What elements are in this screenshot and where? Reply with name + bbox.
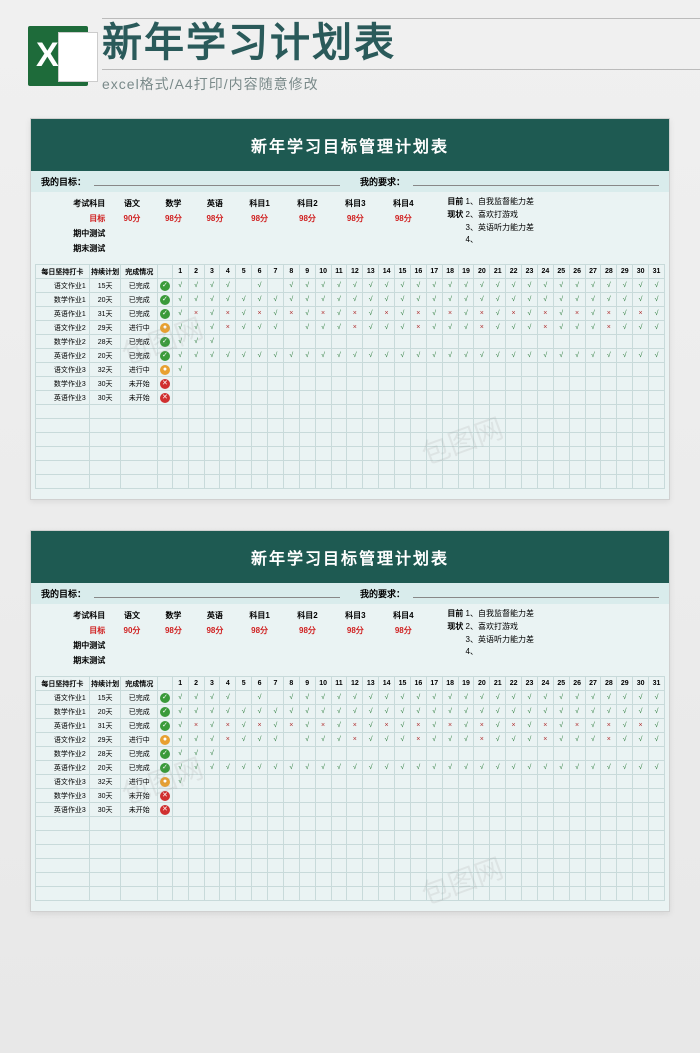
subjects-table: 考试科目语文数学英语科目1科目2科目3科目4目标90分98分98分98分98分9… [37,196,427,256]
excel-x-letter: X [36,36,59,75]
daily-block: 每日坚持打卡持续计划完成情况12345678910111213141516171… [31,672,669,911]
status-list: 目前 1、自我监督能力差现状 2、喜欢打游戏 3、英语听力能力差 4、 [435,196,663,247]
excel-icon: X [28,26,88,86]
top-header: X 新年学习计划表 excel格式/A4打印/内容随意修改 [0,0,700,104]
subjects-block: 考试科目语文数学英语科目1科目2科目3科目4目标90分98分98分98分98分9… [31,604,669,672]
daily-table: 每日坚持打卡持续计划完成情况12345678910111213141516171… [35,676,665,901]
sheet-title: 新年学习目标管理计划表 [31,531,669,583]
goal-row: 我的目标： 我的要求： [31,171,669,192]
subjects-block: 考试科目语文数学英语科目1科目2科目3科目4目标90分98分98分98分98分9… [31,192,669,260]
daily-table: 每日坚持打卡持续计划完成情况12345678910111213141516171… [35,264,665,489]
main-subtitle: excel格式/A4打印/内容随意修改 [102,74,700,94]
main-title: 新年学习计划表 [102,21,700,65]
title-block: 新年学习计划表 excel格式/A4打印/内容随意修改 [102,18,700,94]
subjects-table: 考试科目语文数学英语科目1科目2科目3科目4目标90分98分98分98分98分9… [37,608,427,668]
sheet-preview-1: 新年学习目标管理计划表 我的目标： 我的要求： 考试科目语文数学英语科目1科目2… [30,118,670,500]
goal-row: 我的目标： 我的要求： [31,583,669,604]
sheet-title: 新年学习目标管理计划表 [31,119,669,171]
status-list: 目前 1、自我监督能力差现状 2、喜欢打游戏 3、英语听力能力差 4、 [435,608,663,659]
daily-block: 每日坚持打卡持续计划完成情况12345678910111213141516171… [31,260,669,499]
sheet-preview-2: 新年学习目标管理计划表 我的目标： 我的要求： 考试科目语文数学英语科目1科目2… [30,530,670,912]
